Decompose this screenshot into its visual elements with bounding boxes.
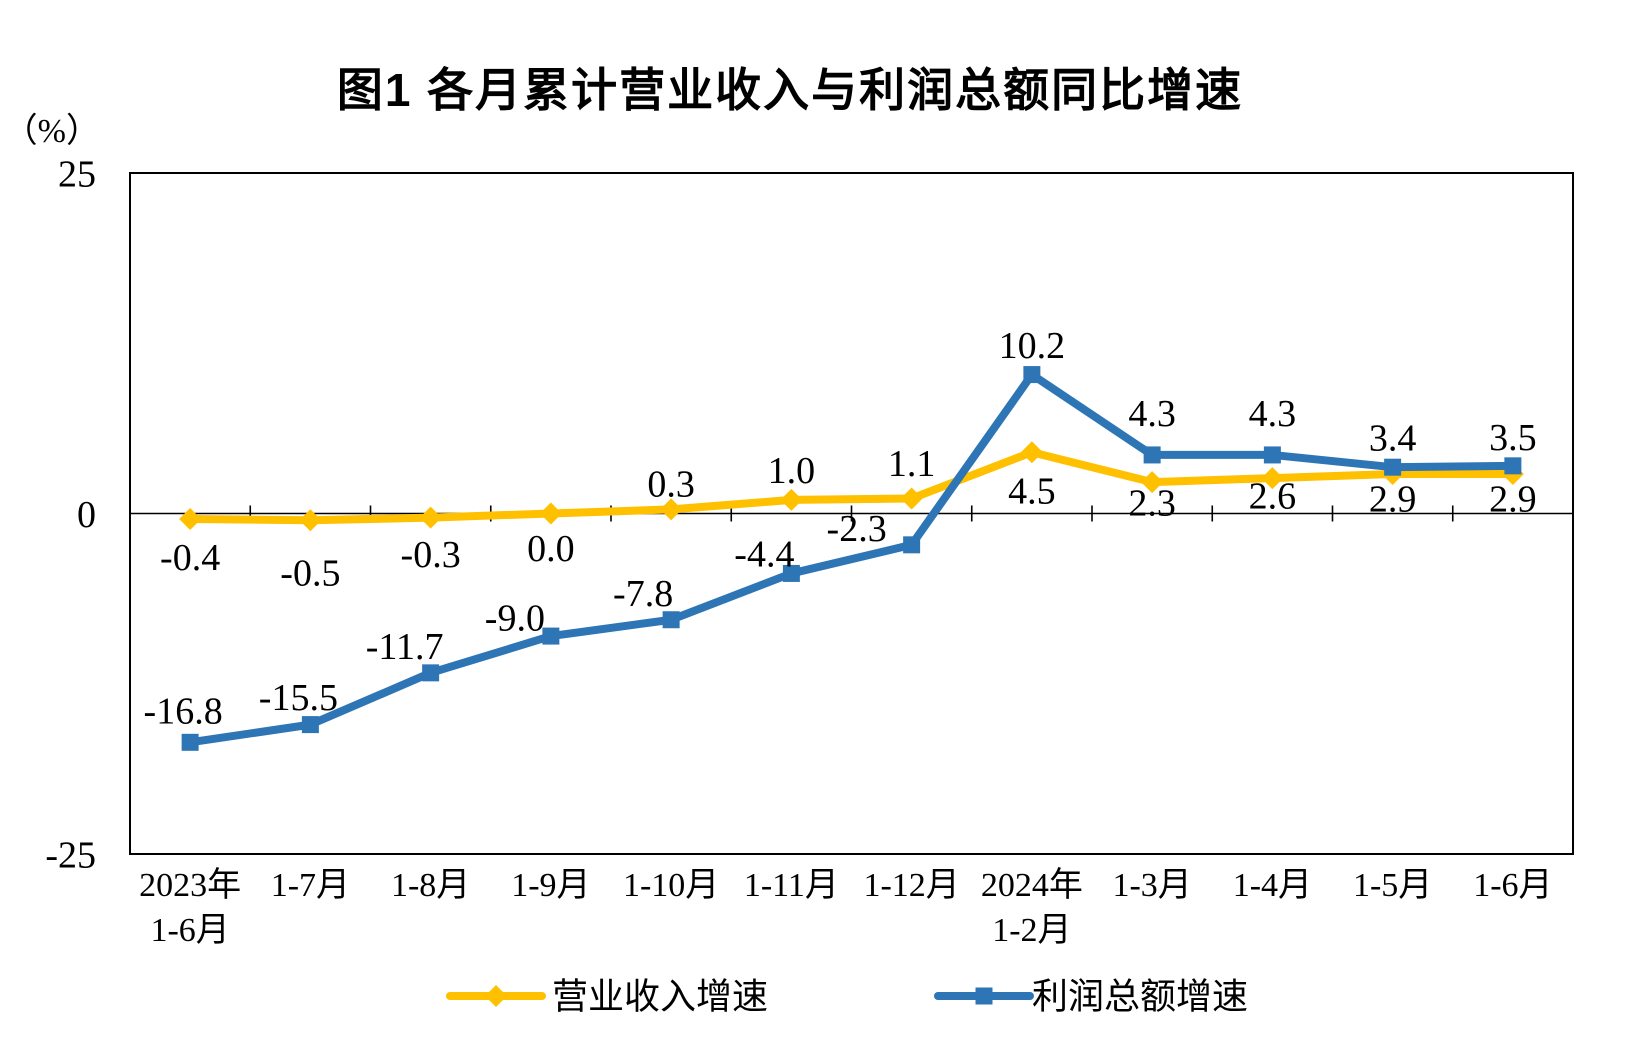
x-axis-label: 1-10月 xyxy=(623,867,719,904)
y-axis-tick-label: 25 xyxy=(58,153,96,195)
legend-revenue-growth-marker xyxy=(485,985,507,1007)
revenue-growth-marker xyxy=(539,502,562,525)
revenue-growth-data-label: 2.3 xyxy=(1128,482,1176,524)
revenue-growth-data-label: 0.3 xyxy=(647,464,695,506)
profit-growth-marker xyxy=(1384,458,1402,476)
profit-growth-marker xyxy=(662,611,680,629)
revenue-growth-data-label: -0.4 xyxy=(160,537,220,579)
x-axis-label: 1-12月 xyxy=(863,867,959,904)
chart-title: 图1 各月累计营业收入与利润总额同比增速 xyxy=(336,64,1244,116)
profit-growth-marker xyxy=(903,536,921,554)
profit-growth-data-label: -7.8 xyxy=(613,573,673,615)
profit-growth-marker xyxy=(422,664,440,682)
profit-growth-data-label: -11.7 xyxy=(366,626,444,668)
y-axis-tick-label: 0 xyxy=(77,494,96,536)
profit-growth-data-label: -15.5 xyxy=(259,677,338,719)
x-axis-label: 1-8月 xyxy=(391,867,470,904)
x-axis-label: 1-4月 xyxy=(1233,867,1312,904)
revenue-growth-data-label: 2.9 xyxy=(1369,478,1417,520)
revenue-growth-marker xyxy=(900,487,923,510)
revenue-growth-data-label: 1.1 xyxy=(888,443,936,485)
revenue-growth-marker xyxy=(179,507,202,530)
revenue-growth-marker xyxy=(780,488,803,511)
revenue-growth-data-label: -0.5 xyxy=(280,553,340,595)
y-axis-tick-label: -25 xyxy=(45,834,96,876)
legend-profit-growth-label: 利润总额增速 xyxy=(1032,977,1248,1017)
revenue-growth-marker xyxy=(419,506,442,529)
profit-growth-marker xyxy=(1143,446,1161,464)
x-axis-label: 1-7月 xyxy=(271,867,350,904)
x-axis-label: 1-11月 xyxy=(744,867,839,904)
revenue-growth-marker xyxy=(1261,467,1284,490)
revenue-growth-marker xyxy=(1141,471,1164,494)
revenue-growth-data-label: 1.0 xyxy=(768,450,816,492)
x-axis-label: 2024年 xyxy=(981,866,1083,904)
profit-growth-data-label: 3.4 xyxy=(1369,417,1417,459)
profit-growth-marker xyxy=(542,627,560,645)
profit-growth-data-label: -9.0 xyxy=(485,597,545,639)
profit-growth-marker xyxy=(1023,366,1041,384)
revenue-growth-data-label: 4.5 xyxy=(1008,471,1056,513)
x-axis-label: 2023年 xyxy=(139,866,241,904)
revenue-growth-line xyxy=(186,448,1517,525)
profit-growth-marker xyxy=(181,733,199,751)
profit-growth-line xyxy=(186,370,1517,747)
x-axis-label: 1-2月 xyxy=(992,912,1071,949)
revenue-growth-data-label: 2.6 xyxy=(1249,475,1297,517)
profit-growth-marker xyxy=(1504,457,1522,475)
x-axis-label: 1-6月 xyxy=(1473,867,1552,904)
revenue-growth-data-label: 0.0 xyxy=(527,528,575,570)
profit-growth-data-label: 4.3 xyxy=(1249,393,1297,435)
x-axis-label: 1-6月 xyxy=(150,912,229,949)
revenue-growth-data-label: -0.3 xyxy=(401,534,461,576)
profit-growth-marker xyxy=(1263,446,1281,464)
legend-revenue-growth-label: 营业收入增速 xyxy=(552,977,768,1017)
x-axis-label: 1-9月 xyxy=(511,867,590,904)
profit-growth-marker xyxy=(301,716,319,734)
profit-growth-data-label: 10.2 xyxy=(999,325,1066,367)
profit-growth-data-label: 3.5 xyxy=(1489,417,1537,459)
x-axis-label: 1-3月 xyxy=(1112,867,1191,904)
x-axis-label: 1-5月 xyxy=(1353,867,1432,904)
profit-growth-data-label: -4.4 xyxy=(734,534,794,576)
legend-profit-growth-marker xyxy=(975,987,993,1005)
revenue-growth-marker xyxy=(299,509,322,532)
profit-growth-data-label: -16.8 xyxy=(144,691,223,733)
y-axis-unit-label: （%） xyxy=(4,112,100,150)
profit-growth-data-label: -2.3 xyxy=(827,508,887,550)
revenue-growth-marker xyxy=(1020,441,1043,464)
profit-growth-marker xyxy=(782,564,800,582)
profit-growth-data-label: 4.3 xyxy=(1128,393,1176,435)
revenue-growth-data-label: 2.9 xyxy=(1489,478,1537,520)
revenue-growth-marker xyxy=(660,498,683,521)
